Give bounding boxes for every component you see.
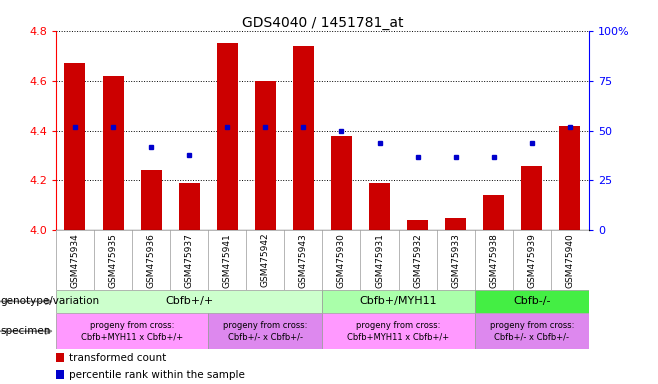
Bar bbox=[56, 353, 64, 362]
Bar bbox=[483, 195, 504, 230]
Text: GSM475939: GSM475939 bbox=[527, 233, 536, 288]
Bar bbox=[521, 166, 542, 230]
Text: GSM475935: GSM475935 bbox=[109, 233, 118, 288]
Text: Cbfb-/-: Cbfb-/- bbox=[513, 296, 551, 306]
Text: GSM475937: GSM475937 bbox=[185, 233, 193, 288]
Text: percentile rank within the sample: percentile rank within the sample bbox=[68, 369, 245, 379]
Bar bbox=[64, 63, 86, 230]
Text: GSM475942: GSM475942 bbox=[261, 233, 270, 287]
Text: Cbfb+/MYH11: Cbfb+/MYH11 bbox=[360, 296, 438, 306]
Text: progeny from cross:
Cbfb+/- x Cbfb+/-: progeny from cross: Cbfb+/- x Cbfb+/- bbox=[490, 321, 574, 341]
Bar bbox=[216, 43, 238, 230]
Text: GSM475932: GSM475932 bbox=[413, 233, 422, 288]
Text: GSM475930: GSM475930 bbox=[337, 233, 346, 288]
Bar bbox=[103, 76, 124, 230]
Bar bbox=[255, 81, 276, 230]
Bar bbox=[322, 313, 474, 349]
Text: progeny from cross:
Cbfb+/- x Cbfb+/-: progeny from cross: Cbfb+/- x Cbfb+/- bbox=[223, 321, 307, 341]
Bar bbox=[474, 290, 589, 313]
Text: GSM475943: GSM475943 bbox=[299, 233, 308, 288]
Bar bbox=[474, 313, 589, 349]
Text: GSM475938: GSM475938 bbox=[490, 233, 498, 288]
Bar bbox=[56, 313, 208, 349]
Bar bbox=[56, 290, 322, 313]
Text: GSM475933: GSM475933 bbox=[451, 233, 460, 288]
Text: progeny from cross:
Cbfb+MYH11 x Cbfb+/+: progeny from cross: Cbfb+MYH11 x Cbfb+/+ bbox=[81, 321, 183, 341]
Bar bbox=[559, 126, 580, 230]
Bar bbox=[445, 218, 466, 230]
Bar bbox=[407, 220, 428, 230]
Text: progeny from cross:
Cbfb+MYH11 x Cbfb+/+: progeny from cross: Cbfb+MYH11 x Cbfb+/+ bbox=[347, 321, 449, 341]
Bar bbox=[331, 136, 352, 230]
Text: transformed count: transformed count bbox=[68, 353, 166, 362]
Bar bbox=[141, 170, 162, 230]
Text: Cbfb+/+: Cbfb+/+ bbox=[165, 296, 213, 306]
Text: GSM475941: GSM475941 bbox=[223, 233, 232, 288]
Text: genotype/variation: genotype/variation bbox=[1, 296, 100, 306]
Bar bbox=[293, 46, 314, 230]
Text: GSM475940: GSM475940 bbox=[565, 233, 574, 288]
Bar bbox=[369, 183, 390, 230]
Text: GSM475936: GSM475936 bbox=[147, 233, 155, 288]
Bar bbox=[179, 183, 199, 230]
Bar bbox=[208, 313, 322, 349]
Text: GSM475934: GSM475934 bbox=[70, 233, 80, 288]
Title: GDS4040 / 1451781_at: GDS4040 / 1451781_at bbox=[241, 16, 403, 30]
Bar bbox=[56, 370, 64, 379]
Text: GSM475931: GSM475931 bbox=[375, 233, 384, 288]
Bar bbox=[322, 290, 474, 313]
Text: specimen: specimen bbox=[1, 326, 51, 336]
